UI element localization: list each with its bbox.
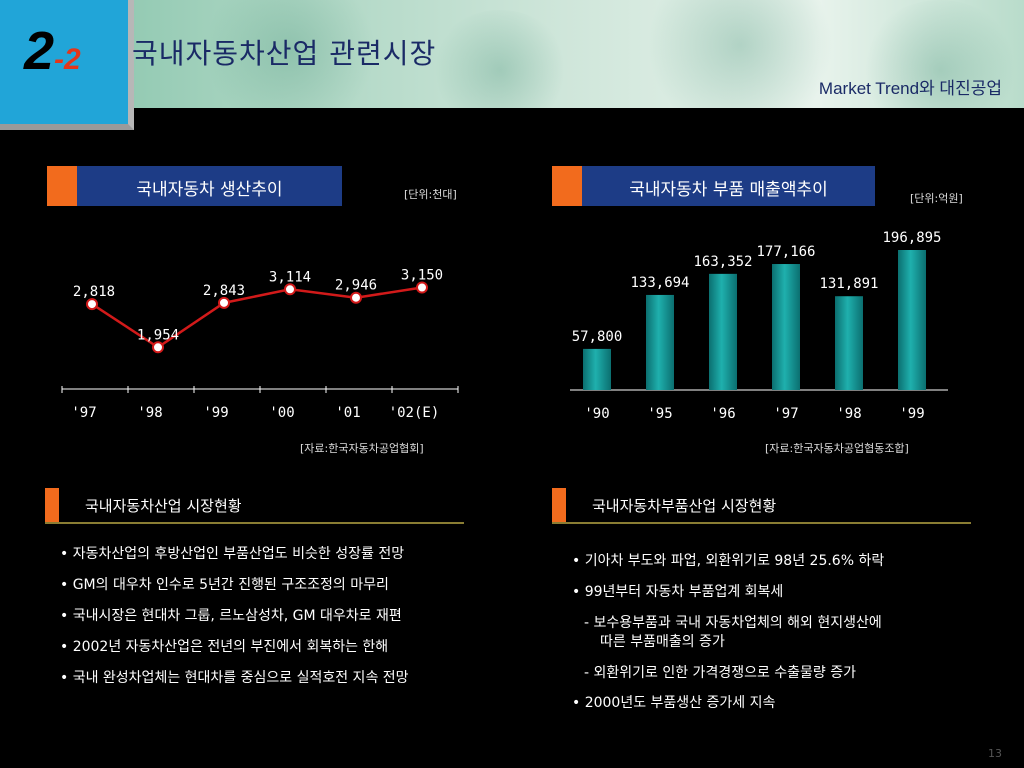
list-item: • 자동차산업의 후방산업인 부품산업도 비슷한 성장률 전망	[60, 546, 405, 562]
right-market-title: 국내자동차부품산업 시장현황	[592, 497, 777, 515]
list-subitem-continued: 따른 부품매출의 증가	[600, 633, 725, 650]
x-tick-label: '99	[203, 405, 228, 421]
x-tick-label: '90	[584, 406, 609, 422]
list-subitem: - 보수용부품과 국내 자동차업체의 해외 현지생산에	[584, 614, 882, 631]
left-chart-source: [자료:한국자동차공업협회]	[300, 442, 424, 455]
bar	[835, 296, 863, 390]
left-chart-unit: [단위:천대]	[404, 188, 457, 201]
list-item: • 기아차 부도와 파업, 외환위기로 98년 25.6% 하락	[572, 553, 885, 569]
left-chart-title: 국내자동차 생산추이	[136, 180, 283, 200]
right-chart-unit: [단위:억원]	[910, 192, 963, 205]
data-label: 163,352	[693, 254, 752, 270]
data-label: 177,166	[756, 244, 815, 260]
left-bullet-list: • 자동차산업의 후방산업인 부품산업도 비슷한 성장률 전망 • GM의 대우…	[60, 545, 520, 699]
data-point	[416, 281, 428, 294]
data-label: 3,150	[401, 268, 443, 284]
x-tick-label: '96	[710, 406, 735, 422]
data-point	[152, 341, 164, 354]
bar	[583, 348, 611, 390]
left-market-heading: 국내자동차산업 시장현황	[45, 488, 464, 524]
section-number-badge: 2-2	[0, 0, 134, 130]
page-subtitle: Market Trend와 대진공업	[818, 79, 1002, 98]
bar	[646, 294, 674, 390]
data-label: 131,891	[819, 276, 878, 292]
x-tick-label: '02(E)	[389, 405, 440, 421]
list-item: • 2002년 자동차산업은 전년의 부진에서 회복하는 한해	[60, 638, 389, 655]
right-chart-source: [자료:한국자동차공업협동조합]	[765, 442, 909, 455]
data-point	[284, 283, 296, 296]
bar	[709, 273, 737, 390]
data-label: 2,946	[335, 278, 377, 294]
list-subitem: - 외환위기로 인한 가격경쟁으로 수출물량 증가	[584, 664, 857, 681]
data-point	[218, 296, 230, 309]
data-label: 2,818	[73, 284, 115, 300]
x-tick-label: '95	[647, 406, 672, 422]
list-item: • GM의 대우차 인수로 5년간 진행된 구조조정의 마무리	[60, 576, 389, 593]
data-point	[350, 291, 362, 304]
x-tick-label: '98	[137, 405, 162, 421]
page-number: 13	[988, 747, 1002, 760]
data-label: 1,954	[137, 327, 179, 343]
data-label: 196,895	[882, 230, 941, 246]
x-tick-label: '00	[269, 405, 294, 421]
data-label: 2,843	[203, 283, 245, 299]
list-item: • 국내 완성차업체는 현대차를 중심으로 실적호전 지속 전망	[60, 669, 409, 686]
series-line	[91, 286, 423, 349]
right-bullet-list: • 기아차 부도와 파업, 외환위기로 98년 25.6% 하락 • 99년부터…	[572, 552, 1012, 725]
list-item: • 2000년도 부품생산 증가세 지속	[572, 695, 776, 712]
data-point	[86, 298, 98, 311]
data-label: 3,114	[269, 269, 311, 285]
list-item: • 국내시장은 현대차 그룹, 르노삼성차, GM 대우차로 재편	[60, 607, 402, 624]
x-tick-label: '99	[899, 406, 924, 422]
left-chart-heading: 국내자동차 생산추이	[47, 166, 342, 206]
x-tick-label: '01	[335, 405, 360, 421]
parts-sales-bar-chart: 57,800 '90 133,694 '95 163,352 '96 177,166 '97 1…	[570, 230, 948, 422]
page-title: 국내자동차산업 관련시장	[132, 37, 437, 70]
bar	[772, 264, 800, 390]
right-chart-title: 국내자동차 부품 매출액추이	[629, 180, 828, 200]
bar	[898, 250, 926, 390]
data-label: 133,694	[630, 275, 689, 291]
x-tick-label: '98	[836, 406, 861, 422]
right-market-heading: 국내자동차부품산업 시장현황	[552, 488, 971, 524]
right-chart-heading: 국내자동차 부품 매출액추이	[552, 166, 875, 206]
production-line-chart: 2,818 '97 1,954 '98 2,843 '99 3,114 '00 2,946 '01…	[61, 268, 459, 421]
x-tick-label: '97	[773, 406, 798, 422]
data-label: 57,800	[572, 329, 623, 345]
x-tick-label: '97	[71, 405, 96, 421]
list-item: • 99년부터 자동차 부품업계 회복세	[572, 583, 784, 600]
header-banner	[0, 0, 1024, 108]
left-market-title: 국내자동차산업 시장현황	[85, 497, 242, 515]
title-area: 국내자동차산업 관련시장	[132, 32, 682, 76]
section-number: 2-2	[24, 21, 81, 81]
